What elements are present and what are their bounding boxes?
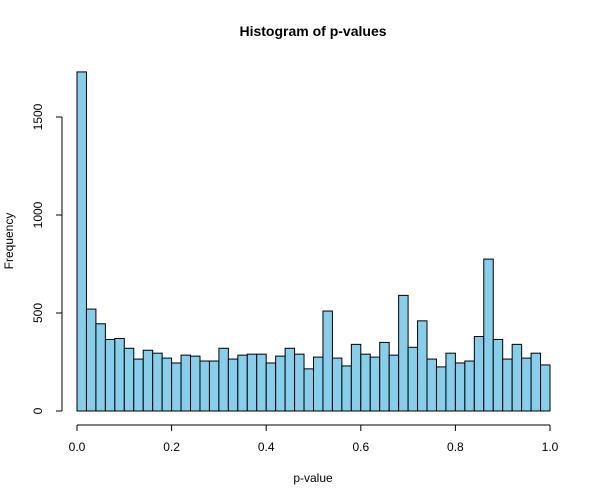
histogram-bar bbox=[114, 337, 125, 412]
histogram-bar bbox=[464, 360, 475, 412]
histogram-bar bbox=[435, 366, 447, 412]
histogram-bar bbox=[199, 360, 210, 412]
histogram-bar bbox=[331, 357, 343, 412]
histogram-bar bbox=[341, 365, 352, 412]
histogram-bar bbox=[313, 356, 324, 412]
histogram-bar bbox=[142, 349, 154, 412]
y-axis: 0 500 1000 1500 bbox=[31, 103, 63, 414]
histogram-bar bbox=[511, 343, 523, 412]
y-tick-label: 0 bbox=[31, 407, 45, 414]
x-tick-label: 0.8 bbox=[447, 440, 464, 454]
x-axis-label: p-value bbox=[293, 471, 333, 485]
histogram-bar bbox=[540, 364, 551, 412]
histogram-bar bbox=[218, 347, 229, 412]
histogram-bar bbox=[407, 346, 419, 412]
histogram-bar bbox=[426, 358, 437, 412]
bars-group bbox=[76, 71, 551, 412]
histogram-bar bbox=[454, 362, 466, 412]
x-axis: 0.0 0.2 0.4 0.6 0.8 1.0 bbox=[69, 424, 559, 454]
histogram-bar bbox=[265, 362, 277, 412]
y-tick-label: 500 bbox=[31, 303, 45, 323]
histogram-bar bbox=[360, 353, 371, 412]
histogram-bar bbox=[180, 354, 192, 412]
histogram-bar bbox=[237, 354, 248, 412]
histogram-bar bbox=[530, 352, 542, 412]
histogram-bar bbox=[521, 357, 532, 412]
histogram-bar bbox=[256, 353, 267, 412]
histogram-bar bbox=[190, 355, 201, 412]
histogram-bar bbox=[275, 355, 286, 412]
histogram-bar bbox=[227, 358, 239, 412]
x-tick-label: 0.2 bbox=[163, 440, 180, 454]
y-axis-label: Frequency bbox=[2, 213, 16, 270]
histogram-bar bbox=[492, 338, 504, 412]
x-tick-label: 0.4 bbox=[258, 440, 275, 454]
histogram-bar bbox=[294, 353, 305, 412]
x-tick-label: 1.0 bbox=[542, 440, 559, 454]
histogram-bar bbox=[133, 358, 144, 412]
histogram-bar bbox=[473, 336, 485, 412]
histogram-bar bbox=[95, 323, 106, 412]
histogram-bar bbox=[85, 308, 97, 412]
histogram-bar bbox=[483, 258, 494, 412]
histogram-bar bbox=[284, 347, 296, 412]
histogram-bar bbox=[152, 352, 163, 412]
x-tick-label: 0.6 bbox=[352, 440, 369, 454]
y-tick-label: 1000 bbox=[31, 201, 45, 228]
histogram-bar bbox=[398, 294, 409, 412]
histogram-bar bbox=[104, 338, 116, 412]
histogram-bar bbox=[379, 341, 390, 412]
x-tick-label: 0.0 bbox=[69, 440, 86, 454]
histogram-bar bbox=[388, 354, 400, 412]
histogram-bar bbox=[322, 310, 333, 412]
histogram-bar bbox=[161, 357, 173, 412]
histogram-bar bbox=[303, 368, 315, 412]
histogram-bar bbox=[350, 343, 362, 412]
chart-title: Histogram of p-values bbox=[239, 23, 386, 39]
histogram-bar bbox=[76, 71, 87, 412]
histogram-bar bbox=[369, 356, 381, 412]
histogram-bar bbox=[502, 358, 513, 412]
histogram-bar bbox=[246, 353, 258, 412]
histogram-bar bbox=[208, 360, 220, 412]
histogram-bar bbox=[123, 347, 135, 412]
histogram-bar bbox=[417, 320, 428, 412]
histogram-bar bbox=[445, 352, 456, 412]
histogram-bar bbox=[171, 362, 182, 412]
y-tick-label: 1500 bbox=[31, 103, 45, 130]
